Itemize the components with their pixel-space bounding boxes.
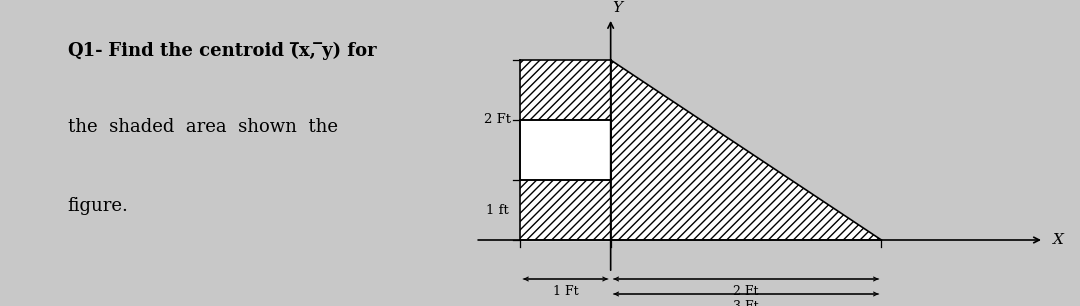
Text: 2 Ft: 2 Ft bbox=[484, 114, 511, 126]
Text: Find the centroid (̅x, ̅y) for: Find the centroid (̅x, ̅y) for bbox=[102, 41, 377, 60]
Text: 2 Ft: 2 Ft bbox=[733, 285, 759, 298]
Text: the  shaded  area  shown  the: the shaded area shown the bbox=[67, 118, 337, 136]
Polygon shape bbox=[521, 60, 610, 120]
Polygon shape bbox=[610, 60, 881, 240]
Text: Q1-: Q1- bbox=[67, 41, 103, 59]
Polygon shape bbox=[521, 120, 610, 180]
Text: Y: Y bbox=[612, 1, 622, 15]
Polygon shape bbox=[521, 180, 610, 240]
Text: 1 Ft: 1 Ft bbox=[553, 285, 579, 298]
Text: figure.: figure. bbox=[67, 197, 129, 215]
Text: X: X bbox=[1053, 233, 1064, 247]
Text: 1 ft: 1 ft bbox=[486, 203, 509, 217]
Text: 3 Ft: 3 Ft bbox=[733, 300, 759, 306]
